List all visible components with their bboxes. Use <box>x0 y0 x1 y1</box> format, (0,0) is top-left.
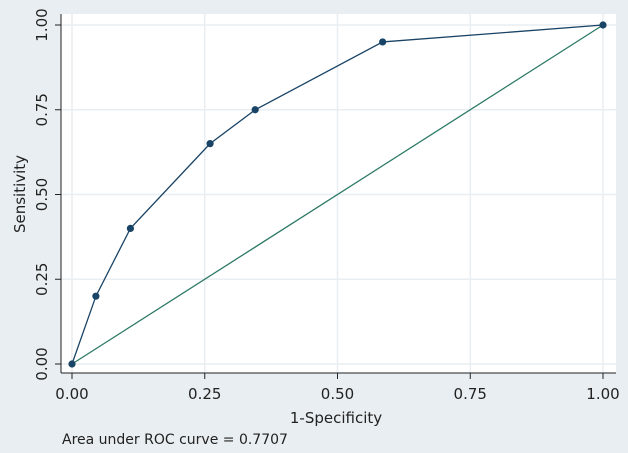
x-tick-label: 1.00 <box>586 385 619 403</box>
auc-annotation: Area under ROC curve = 0.7707 <box>62 432 288 448</box>
y-axis-title: Sensitivity <box>11 155 29 233</box>
x-tick-label: 0.50 <box>321 385 354 403</box>
reference-line <box>71 24 604 365</box>
x-tick-label: 0.00 <box>55 385 88 403</box>
y-tick-label: 0.25 <box>33 263 51 296</box>
roc-point <box>92 292 100 300</box>
x-axis-title: 1-Specificity <box>290 409 382 427</box>
y-tick-label: 0.50 <box>33 178 51 211</box>
y-tick-label: 0.75 <box>33 93 51 126</box>
y-tick-label: 1.00 <box>33 8 51 41</box>
roc-point <box>379 38 387 46</box>
roc-point <box>599 21 607 29</box>
roc-point <box>251 106 259 114</box>
y-tick-labels: 0.00 0.25 0.50 0.75 1.00 <box>33 8 51 380</box>
x-tick-label: 0.25 <box>188 385 221 403</box>
roc-point <box>68 360 76 368</box>
grid-lines <box>61 14 616 373</box>
x-tick-labels: 0.00 0.25 0.50 0.75 1.00 <box>55 385 619 403</box>
series-layer <box>68 21 607 368</box>
roc-point <box>206 140 214 148</box>
y-tick-label: 0.00 <box>33 347 51 380</box>
x-tick-label: 0.75 <box>454 385 487 403</box>
roc-point <box>126 224 135 232</box>
axes <box>55 14 616 379</box>
